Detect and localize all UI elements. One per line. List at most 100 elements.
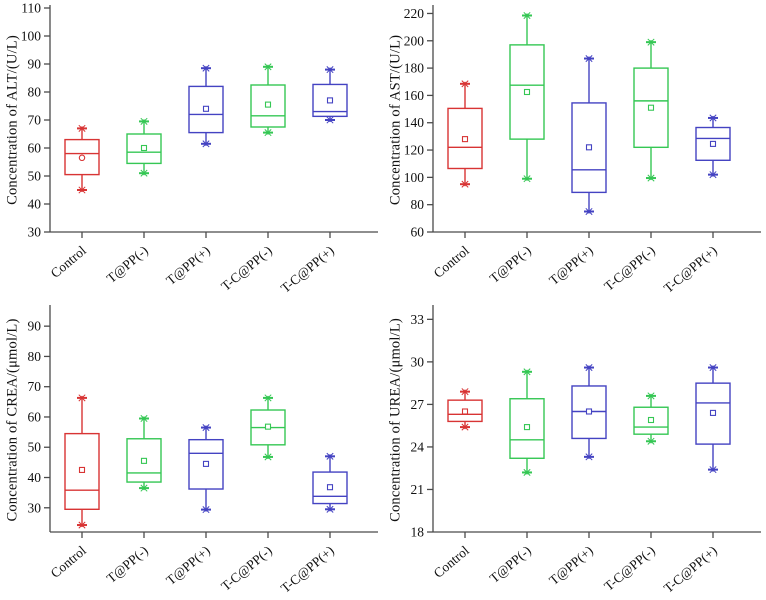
extreme-x-marker (78, 521, 86, 529)
y-tick-label: 60 (411, 225, 425, 240)
mean-marker (709, 409, 717, 416)
mean-marker (140, 457, 148, 464)
extreme-x-marker (202, 140, 210, 148)
mean-marker (140, 144, 148, 152)
mean-marker (202, 460, 210, 467)
extreme-x-marker (202, 64, 210, 72)
extreme-x-marker (647, 437, 655, 445)
extreme-x-marker (140, 414, 148, 423)
extreme-x-marker (523, 368, 531, 376)
extreme-x-marker (326, 505, 334, 513)
extreme-x-marker (585, 54, 593, 63)
box-0: Control (431, 80, 483, 281)
x-category-label: Control (48, 543, 89, 581)
x-category-label: T-C@PP(-) (218, 543, 275, 594)
mean-marker (585, 408, 593, 415)
y-tick-label: 27 (411, 397, 425, 412)
x-category-label: T-C@PP(-) (601, 543, 658, 594)
panel-urea: Concentration of UREA/(μmol/L) 18 21 24 27 3… (383, 300, 766, 600)
y-tick-label: 40 (28, 470, 42, 485)
y-tick-label: 90 (28, 319, 42, 334)
x-category-label: Control (431, 243, 472, 281)
extreme-x-marker (78, 394, 86, 402)
mean-marker (523, 88, 531, 96)
box-1: T@PP(-) (104, 414, 162, 586)
boxplot-ast: 60 80 100 120 140 160 180 200 220 Control T@PP(-) T… (404, 5, 761, 296)
y-tick-label: 70 (28, 379, 42, 394)
extreme-x-marker (585, 453, 593, 461)
mean-marker (78, 466, 86, 473)
mean-marker (647, 104, 655, 111)
x-category-label: T-C@PP(-) (218, 243, 275, 294)
y-tick-label: 30 (28, 500, 42, 515)
x-category-label: Control (48, 243, 89, 281)
y-tick-label: 80 (28, 85, 42, 100)
y-tick-label: 70 (28, 113, 42, 128)
extreme-x-marker (264, 129, 272, 137)
y-tick-label: 160 (404, 88, 425, 103)
mean-marker (264, 423, 272, 430)
mean-marker (264, 101, 272, 108)
extreme-x-marker (709, 363, 717, 372)
iqr-box (64, 432, 100, 510)
box-3: T-C@PP(-) (218, 63, 286, 294)
box-2: T@PP(+) (163, 64, 224, 288)
extreme-x-marker (264, 394, 272, 402)
x-category-label: T-C@PP(+) (278, 243, 337, 296)
box-0: Control (48, 394, 100, 581)
y-tick-label: 220 (404, 6, 425, 21)
panel-crea: Concentration of CREA/(μmol/L) 30 40 50 60 7… (0, 300, 383, 600)
extreme-x-marker (264, 453, 272, 461)
mean-marker (326, 484, 334, 491)
box-4: T-C@PP(+) (278, 66, 348, 296)
box-4: T-C@PP(+) (278, 452, 348, 596)
extreme-x-marker (523, 468, 531, 477)
y-tick-label: 80 (28, 349, 42, 364)
panel-alt: Concentration of ALT/(U/L) 30 40 50 60 70 80 9… (0, 0, 383, 300)
boxplot-alt: 30 40 50 60 70 80 90 100 110 Control T@PP(-) T@PP(+… (21, 1, 378, 296)
y-tick-label: 110 (21, 1, 41, 16)
box-4: T-C@PP(+) (661, 114, 731, 296)
y-tick-label: 50 (28, 169, 42, 184)
extreme-x-marker (523, 11, 531, 20)
mean-marker (647, 416, 655, 424)
box-2: T@PP(+) (546, 54, 607, 288)
y-tick-label: 200 (404, 33, 425, 48)
panel-ast: Concentration of AST/(U/L) 60 80 100 120 140… (383, 0, 766, 300)
extreme-x-marker (461, 423, 469, 431)
x-category-label: T@PP(+) (546, 243, 596, 288)
y-tick-label: 180 (404, 61, 425, 76)
x-category-label: T-C@PP(-) (601, 243, 658, 294)
extreme-x-marker (461, 388, 469, 396)
extreme-x-marker (78, 124, 86, 132)
mean-marker (523, 424, 531, 431)
extreme-x-marker (326, 452, 334, 460)
extreme-x-marker (326, 116, 334, 124)
y-tick-label: 30 (411, 354, 425, 369)
extreme-x-marker (647, 174, 655, 182)
x-category-label: T-C@PP(+) (278, 543, 337, 596)
y-tick-label: 21 (411, 482, 425, 497)
mean-marker (585, 144, 593, 151)
x-category-label: T@PP(-) (487, 543, 534, 586)
box-3: T-C@PP(-) (601, 392, 669, 594)
x-category-label: T@PP(-) (104, 543, 151, 586)
mean-marker (461, 136, 469, 143)
y-tick-label: 24 (411, 439, 425, 454)
y-tick-label: 90 (28, 57, 42, 72)
x-category-label: T@PP(+) (163, 543, 213, 588)
extreme-x-marker (523, 175, 531, 183)
extreme-x-marker (585, 363, 593, 372)
box-2: T@PP(+) (546, 363, 607, 588)
extreme-x-marker (78, 186, 86, 194)
extreme-x-marker (461, 180, 469, 188)
box-1: T@PP(-) (487, 368, 545, 586)
y-tick-label: 30 (28, 225, 42, 240)
extreme-x-marker (202, 424, 210, 432)
mean-marker (78, 154, 86, 162)
mean-marker (709, 140, 717, 147)
mean-marker (326, 97, 334, 104)
y-tick-label: 60 (28, 141, 42, 156)
